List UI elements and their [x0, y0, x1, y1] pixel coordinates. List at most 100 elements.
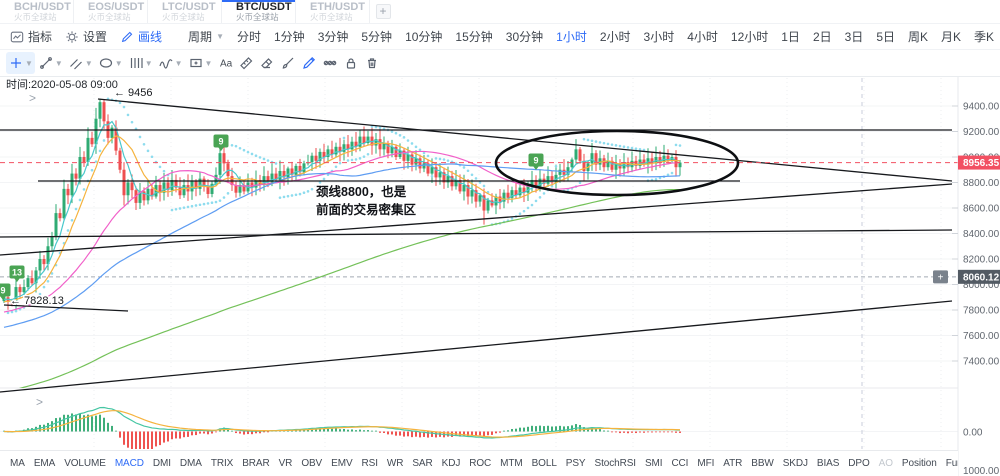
trendline-tool[interactable]: ▼ — [36, 52, 65, 74]
measure-tool[interactable] — [236, 52, 256, 74]
expand-ohlc-chevron[interactable]: > — [29, 91, 36, 105]
indicator-rsi[interactable]: RSI — [361, 458, 378, 469]
indicator-macd[interactable]: MACD — [114, 458, 144, 469]
chevron-down-icon: ▼ — [216, 32, 224, 41]
period-label: 周期 — [188, 30, 213, 44]
drawn-trendline[interactable] — [0, 229, 953, 238]
draw-mode-tool[interactable] — [299, 52, 319, 74]
timeframe-1分钟[interactable]: 1分钟 — [274, 30, 305, 44]
indicator-obv[interactable]: OBV — [301, 458, 323, 469]
drawn-ellipse[interactable] — [494, 129, 740, 197]
timeframe-3日[interactable]: 3日 — [844, 30, 864, 44]
wave-tool[interactable]: ▼ — [156, 52, 185, 74]
timeframe-3分钟[interactable]: 3分钟 — [317, 30, 349, 44]
timeframe-5分钟[interactable]: 5分钟 — [361, 30, 393, 44]
expand-macd-chevron[interactable]: > — [36, 395, 43, 409]
indicator-position[interactable]: Position — [901, 458, 937, 469]
tab-ltc-usdt[interactable]: LTC/USDT 火币全球站 — [148, 0, 222, 23]
draw-button[interactable]: 画线 — [120, 28, 162, 45]
snap-tool[interactable] — [320, 52, 340, 74]
timeframe-15分钟[interactable]: 15分钟 — [455, 30, 493, 44]
drawn-trendline[interactable] — [3, 304, 129, 312]
indicator-wr[interactable]: WR — [386, 458, 404, 469]
lock-tool[interactable] — [341, 52, 361, 74]
timeframe-12小时[interactable]: 12小时 — [730, 30, 769, 44]
indicator-emv[interactable]: EMV — [331, 458, 353, 469]
drawn-trendline[interactable] — [0, 300, 953, 393]
timeframe-分时[interactable]: 分时 — [236, 30, 261, 44]
text-annotation[interactable]: 颈线8800，也是 — [314, 183, 409, 201]
add-symbol-tab-button[interactable]: + — [370, 0, 396, 23]
drawn-trendline[interactable] — [0, 183, 953, 256]
eraser-tool[interactable] — [257, 52, 277, 74]
timeframe-4小时[interactable]: 4小时 — [687, 30, 718, 44]
shape-tool[interactable]: ▼ — [186, 52, 215, 74]
ellipse-tool-icon — [99, 58, 112, 68]
indicator-dmi[interactable]: DMI — [152, 458, 171, 469]
timeframe-30分钟[interactable]: 30分钟 — [505, 30, 544, 44]
indicators-button[interactable]: 指标 — [10, 28, 52, 45]
chevron-down-icon: ▼ — [204, 58, 213, 68]
timeframe-5日[interactable]: 5日 — [876, 30, 895, 44]
indicator-dpo[interactable]: DPO — [848, 458, 870, 469]
candlestick-chart[interactable]: 9400.009200.009000.008800.008600.008400.… — [0, 77, 1000, 476]
indicators-label: 指标 — [28, 30, 53, 44]
text-tool[interactable]: Aa — [215, 52, 235, 74]
tab-btc-usdt[interactable]: BTC/USDT 火币全球站 — [222, 0, 296, 23]
tab-exchange: 火币全球站 — [88, 12, 131, 22]
channel-tool-icon — [69, 59, 82, 70]
crosshair-tool[interactable]: ▼ — [6, 52, 35, 74]
settings-label: 设置 — [83, 30, 108, 44]
tab-eos-usdt[interactable]: EOS/USDT 火币全球站 — [74, 0, 148, 23]
indicator-dma[interactable]: DMA — [179, 458, 202, 469]
indicator-bbw[interactable]: BBW — [751, 458, 774, 469]
ellipse-tool[interactable]: ▼ — [96, 52, 125, 74]
indicator-ema[interactable]: EMA — [33, 458, 56, 469]
indicator-psy[interactable]: PSY — [565, 458, 586, 469]
indicator-volume[interactable]: VOLUME — [64, 458, 106, 469]
tab-eth-usdt[interactable]: ETH/USDT 火币全球站 — [296, 0, 370, 23]
timeframe-月K[interactable]: 月K — [941, 30, 962, 44]
indicator-skdj[interactable]: SKDJ — [782, 458, 808, 469]
indicator-cci[interactable]: CCI — [671, 458, 689, 469]
settings-button[interactable]: 设置 — [65, 28, 107, 45]
add-order-button[interactable] — [933, 270, 948, 284]
indicator-roc[interactable]: ROC — [469, 458, 492, 469]
timeframe-1日[interactable]: 1日 — [781, 30, 800, 44]
period-dropdown[interactable]: 周期 ▼ — [188, 28, 224, 45]
text-annotation[interactable]: 前面的交易密集区 — [315, 201, 419, 219]
indicator-mtm[interactable]: MTM — [500, 458, 523, 469]
timeframe-10分钟[interactable]: 10分钟 — [405, 30, 443, 44]
channel-tool[interactable]: ▼ — [66, 52, 95, 74]
indicator-boll[interactable]: BOLL — [531, 458, 557, 469]
timeframe-1小时[interactable]: 1小时 — [556, 30, 587, 44]
indicator-trix[interactable]: TRIX — [210, 458, 234, 469]
price-axis-label: 9200.00 — [963, 127, 1000, 138]
indicator-brar[interactable]: BRAR — [242, 458, 270, 469]
timeframe-周K[interactable]: 周K — [908, 30, 929, 44]
indicator-smi[interactable]: SMI — [644, 458, 663, 469]
indicator-stochrsi[interactable]: StochRSI — [594, 458, 637, 469]
indicator-mfi[interactable]: MFI — [697, 458, 715, 469]
price-annotation[interactable]: ← 7828.13 — [9, 294, 66, 309]
indicator-bias[interactable]: BIAS — [816, 458, 840, 469]
brush-tool[interactable] — [278, 52, 298, 74]
indicator-fundflow[interactable]: Fundflow — [945, 458, 958, 469]
timeframe-2日[interactable]: 2日 — [812, 30, 832, 44]
indicator-kdj[interactable]: KDJ — [441, 458, 461, 469]
price-annotation[interactable]: ← 9456 — [113, 86, 155, 101]
timeframe-3小时[interactable]: 3小时 — [643, 30, 675, 44]
indicator-sar[interactable]: SAR — [412, 458, 433, 469]
fib-tool[interactable]: ▼ — [126, 52, 155, 74]
price-axis-label: 7600.00 — [963, 331, 1000, 342]
indicator-ma[interactable]: MA — [10, 458, 25, 469]
timeframe-list: 分时 1分钟 3分钟 5分钟 10分钟 15分钟 30分钟 1小时 2小时 3小时 4小时 12小时 1… — [237, 28, 1000, 45]
tab-bch-usdt[interactable]: BCH/USDT 火币全球站 — [0, 0, 74, 23]
timeframe-季K[interactable]: 季K — [974, 30, 995, 44]
indicator-atr[interactable]: ATR — [723, 458, 743, 469]
indicator-vr[interactable]: VR — [278, 458, 293, 469]
drawn-trendline[interactable] — [97, 98, 953, 182]
svg-text:13: 13 — [12, 268, 22, 278]
timeframe-2小时[interactable]: 2小时 — [599, 30, 631, 44]
delete-tool[interactable] — [362, 52, 382, 74]
